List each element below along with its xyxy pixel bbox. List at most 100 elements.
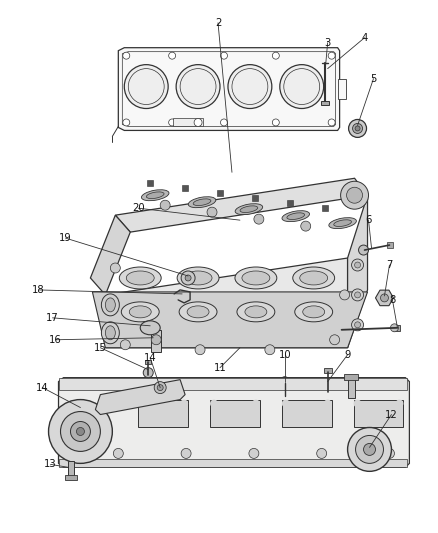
Circle shape xyxy=(252,400,260,408)
Circle shape xyxy=(330,335,339,345)
FancyBboxPatch shape xyxy=(287,200,293,206)
Ellipse shape xyxy=(101,322,119,344)
Circle shape xyxy=(77,427,85,435)
Ellipse shape xyxy=(293,267,335,289)
Circle shape xyxy=(352,259,364,271)
Ellipse shape xyxy=(126,271,154,285)
Ellipse shape xyxy=(119,267,161,289)
FancyBboxPatch shape xyxy=(393,325,400,331)
Ellipse shape xyxy=(245,306,267,318)
Circle shape xyxy=(396,400,403,408)
Circle shape xyxy=(124,64,168,109)
Circle shape xyxy=(120,340,130,350)
Text: 13: 13 xyxy=(44,459,57,470)
FancyBboxPatch shape xyxy=(321,101,328,104)
Circle shape xyxy=(352,289,364,301)
Text: 6: 6 xyxy=(365,215,372,225)
Text: 4: 4 xyxy=(361,33,367,43)
FancyBboxPatch shape xyxy=(147,180,153,186)
Circle shape xyxy=(352,319,364,331)
Ellipse shape xyxy=(188,197,216,208)
FancyBboxPatch shape xyxy=(173,118,203,126)
Ellipse shape xyxy=(282,211,310,222)
Ellipse shape xyxy=(193,199,211,206)
Circle shape xyxy=(324,400,332,408)
Ellipse shape xyxy=(177,267,219,289)
FancyBboxPatch shape xyxy=(138,400,188,427)
Circle shape xyxy=(160,200,170,210)
Text: 19: 19 xyxy=(59,233,72,243)
Ellipse shape xyxy=(242,271,270,285)
Ellipse shape xyxy=(101,294,119,316)
FancyBboxPatch shape xyxy=(59,459,407,467)
FancyBboxPatch shape xyxy=(282,400,332,427)
Polygon shape xyxy=(348,195,367,348)
Ellipse shape xyxy=(184,271,212,285)
Circle shape xyxy=(282,400,290,408)
FancyBboxPatch shape xyxy=(145,360,151,364)
Text: 8: 8 xyxy=(389,295,396,305)
Circle shape xyxy=(339,290,350,300)
Polygon shape xyxy=(118,47,339,131)
Circle shape xyxy=(181,271,195,285)
FancyBboxPatch shape xyxy=(324,368,332,373)
Ellipse shape xyxy=(141,190,169,201)
FancyBboxPatch shape xyxy=(338,78,346,99)
FancyBboxPatch shape xyxy=(66,475,78,480)
Ellipse shape xyxy=(106,298,115,312)
Text: 15: 15 xyxy=(94,343,107,353)
Polygon shape xyxy=(95,379,185,415)
Circle shape xyxy=(381,294,389,302)
Circle shape xyxy=(249,448,259,458)
Circle shape xyxy=(265,345,275,355)
FancyBboxPatch shape xyxy=(151,330,161,352)
Circle shape xyxy=(355,262,360,268)
Ellipse shape xyxy=(329,217,357,229)
Text: 18: 18 xyxy=(32,285,45,295)
FancyBboxPatch shape xyxy=(252,195,258,201)
Circle shape xyxy=(390,324,399,332)
Ellipse shape xyxy=(295,302,332,322)
Circle shape xyxy=(169,119,176,126)
Circle shape xyxy=(194,118,202,126)
Circle shape xyxy=(123,119,130,126)
Circle shape xyxy=(207,207,217,217)
Circle shape xyxy=(348,427,392,471)
Circle shape xyxy=(228,64,272,109)
Circle shape xyxy=(385,448,395,458)
Circle shape xyxy=(355,126,360,131)
Circle shape xyxy=(280,64,324,109)
Ellipse shape xyxy=(235,204,263,215)
Circle shape xyxy=(138,400,146,408)
Ellipse shape xyxy=(179,302,217,322)
Circle shape xyxy=(359,245,368,255)
Circle shape xyxy=(169,52,176,59)
Circle shape xyxy=(355,322,360,328)
Text: 14: 14 xyxy=(36,383,49,393)
Ellipse shape xyxy=(334,220,351,227)
FancyBboxPatch shape xyxy=(182,185,188,191)
Circle shape xyxy=(60,411,100,451)
Circle shape xyxy=(356,435,384,463)
Circle shape xyxy=(151,335,161,345)
Circle shape xyxy=(272,52,279,59)
Ellipse shape xyxy=(300,271,328,285)
Polygon shape xyxy=(90,215,130,295)
FancyBboxPatch shape xyxy=(217,190,223,196)
Circle shape xyxy=(349,119,367,138)
Circle shape xyxy=(185,275,191,281)
Circle shape xyxy=(181,448,191,458)
Text: 14: 14 xyxy=(144,353,156,363)
Text: 9: 9 xyxy=(344,350,351,360)
Text: 10: 10 xyxy=(279,350,291,360)
Text: 20: 20 xyxy=(132,203,145,213)
Ellipse shape xyxy=(140,321,160,335)
Circle shape xyxy=(328,119,335,126)
Circle shape xyxy=(157,385,163,391)
Ellipse shape xyxy=(146,192,164,199)
Circle shape xyxy=(355,292,360,298)
Text: 2: 2 xyxy=(215,18,221,28)
Circle shape xyxy=(154,382,166,393)
Circle shape xyxy=(341,181,368,209)
Circle shape xyxy=(49,400,112,463)
